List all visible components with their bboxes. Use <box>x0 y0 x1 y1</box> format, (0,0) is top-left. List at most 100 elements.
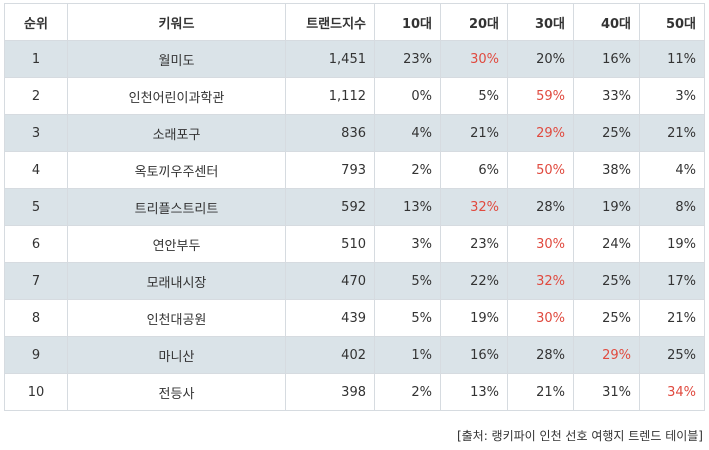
keyword-cell: 마니산 <box>67 336 286 374</box>
age-10s-cell: 2% <box>374 373 441 411</box>
age-30s-cell: 21% <box>507 373 574 411</box>
age-30s-cell: 29% <box>507 114 574 152</box>
age-10s-cell: 4% <box>374 114 441 152</box>
age-40s-cell: 25% <box>573 299 640 337</box>
rank-cell: 4 <box>4 151 68 189</box>
header-age-50s: 50대 <box>639 3 705 41</box>
age-50s-cell: 25% <box>639 336 705 374</box>
age-10s-cell: 2% <box>374 151 441 189</box>
header-rank: 순위 <box>4 3 68 41</box>
trend-index-cell: 510 <box>285 225 375 263</box>
age-20s-cell: 6% <box>440 151 508 189</box>
age-30s-cell: 59% <box>507 77 574 115</box>
keyword-cell: 월미도 <box>67 40 286 78</box>
table-body: 1 월미도 1,451 23% 30% 20% 16% 11% 2 인천어린이과학관 1,112 0%… <box>4 40 705 411</box>
keyword-cell: 옥토끼우주센터 <box>67 151 286 189</box>
header-age-30s: 30대 <box>507 3 574 41</box>
header-keyword: 키워드 <box>67 3 286 41</box>
age-40s-cell: 29% <box>573 336 640 374</box>
age-20s-cell: 23% <box>440 225 508 263</box>
rank-cell: 7 <box>4 262 68 300</box>
trend-index-cell: 836 <box>285 114 375 152</box>
rank-cell: 10 <box>4 373 68 411</box>
age-20s-cell: 5% <box>440 77 508 115</box>
rank-cell: 2 <box>4 77 68 115</box>
table-row: 4 옥토끼우주센터 793 2% 6% 50% 38% 4% <box>4 151 705 189</box>
age-40s-cell: 24% <box>573 225 640 263</box>
age-50s-cell: 17% <box>639 262 705 300</box>
age-50s-cell: 19% <box>639 225 705 263</box>
age-30s-cell: 28% <box>507 336 574 374</box>
age-50s-cell: 34% <box>639 373 705 411</box>
keyword-cell: 모래내시장 <box>67 262 286 300</box>
age-20s-cell: 16% <box>440 336 508 374</box>
age-30s-cell: 30% <box>507 299 574 337</box>
trend-index-cell: 793 <box>285 151 375 189</box>
age-20s-cell: 19% <box>440 299 508 337</box>
age-50s-cell: 11% <box>639 40 705 78</box>
age-20s-cell: 30% <box>440 40 508 78</box>
rank-cell: 9 <box>4 336 68 374</box>
keyword-cell: 트리플스트리트 <box>67 188 286 226</box>
table-row: 3 소래포구 836 4% 21% 29% 25% 21% <box>4 114 705 152</box>
table-row: 1 월미도 1,451 23% 30% 20% 16% 11% <box>4 40 705 78</box>
age-10s-cell: 3% <box>374 225 441 263</box>
age-30s-cell: 30% <box>507 225 574 263</box>
age-30s-cell: 50% <box>507 151 574 189</box>
trend-index-cell: 1,112 <box>285 77 375 115</box>
rank-cell: 1 <box>4 40 68 78</box>
age-40s-cell: 33% <box>573 77 640 115</box>
header-age-20s: 20대 <box>440 3 508 41</box>
age-10s-cell: 13% <box>374 188 441 226</box>
trend-index-cell: 1,451 <box>285 40 375 78</box>
age-10s-cell: 23% <box>374 40 441 78</box>
age-10s-cell: 5% <box>374 262 441 300</box>
header-row: 순위 키워드 트랜드지수 10대 20대 30대 40대 50대 <box>4 3 705 41</box>
table-row: 7 모래내시장 470 5% 22% 32% 25% 17% <box>4 262 705 300</box>
age-50s-cell: 3% <box>639 77 705 115</box>
age-40s-cell: 25% <box>573 262 640 300</box>
age-50s-cell: 8% <box>639 188 705 226</box>
rank-cell: 5 <box>4 188 68 226</box>
keyword-cell: 소래포구 <box>67 114 286 152</box>
age-20s-cell: 32% <box>440 188 508 226</box>
age-20s-cell: 13% <box>440 373 508 411</box>
trend-index-cell: 398 <box>285 373 375 411</box>
age-40s-cell: 16% <box>573 40 640 78</box>
keyword-cell: 인천어린이과학관 <box>67 77 286 115</box>
header-age-10s: 10대 <box>374 3 441 41</box>
trend-index-cell: 439 <box>285 299 375 337</box>
trend-index-cell: 592 <box>285 188 375 226</box>
age-30s-cell: 32% <box>507 262 574 300</box>
trend-index-cell: 470 <box>285 262 375 300</box>
table-row: 6 연안부두 510 3% 23% 30% 24% 19% <box>4 225 705 263</box>
header-trend-index: 트랜드지수 <box>285 3 375 41</box>
age-40s-cell: 31% <box>573 373 640 411</box>
rank-cell: 3 <box>4 114 68 152</box>
keyword-cell: 연안부두 <box>67 225 286 263</box>
age-40s-cell: 19% <box>573 188 640 226</box>
age-40s-cell: 25% <box>573 114 640 152</box>
age-40s-cell: 38% <box>573 151 640 189</box>
table-row: 2 인천어린이과학관 1,112 0% 5% 59% 33% 3% <box>4 77 705 115</box>
rank-cell: 8 <box>4 299 68 337</box>
table-row: 5 트리플스트리트 592 13% 32% 28% 19% 8% <box>4 188 705 226</box>
age-50s-cell: 21% <box>639 114 705 152</box>
table-row: 8 인천대공원 439 5% 19% 30% 25% 21% <box>4 299 705 337</box>
trend-index-cell: 402 <box>285 336 375 374</box>
table-row: 10 전등사 398 2% 13% 21% 31% 34% <box>4 373 705 411</box>
keyword-cell: 전등사 <box>67 373 286 411</box>
age-30s-cell: 20% <box>507 40 574 78</box>
source-caption: [출처: 랭키파이 인천 선호 여행지 트렌드 테이블] <box>456 429 703 443</box>
rank-cell: 6 <box>4 225 68 263</box>
age-10s-cell: 5% <box>374 299 441 337</box>
age-10s-cell: 0% <box>374 77 441 115</box>
keyword-cell: 인천대공원 <box>67 299 286 337</box>
age-20s-cell: 22% <box>440 262 508 300</box>
age-10s-cell: 1% <box>374 336 441 374</box>
trend-table: 순위 키워드 트랜드지수 10대 20대 30대 40대 50대 1 월미도 1,4… <box>4 3 705 411</box>
age-20s-cell: 21% <box>440 114 508 152</box>
age-50s-cell: 4% <box>639 151 705 189</box>
header-age-40s: 40대 <box>573 3 640 41</box>
